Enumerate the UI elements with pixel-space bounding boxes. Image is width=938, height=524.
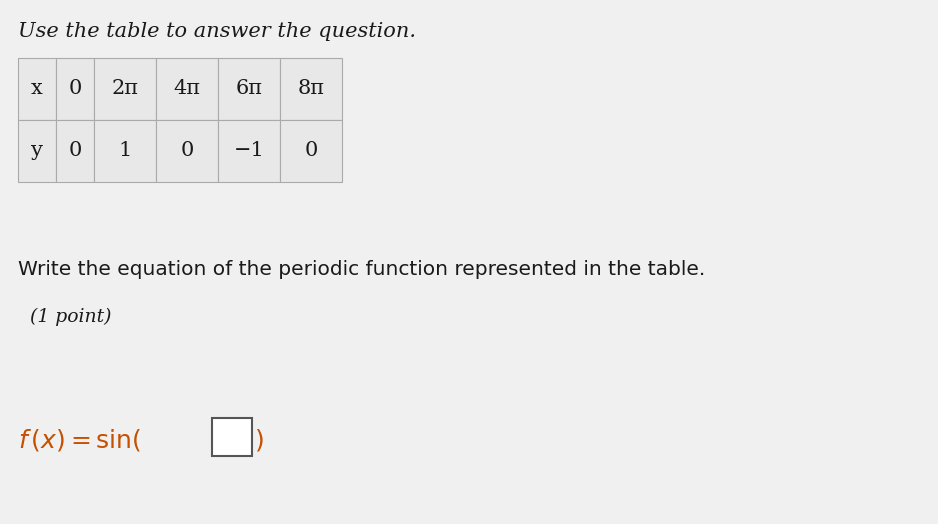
Bar	[94, 58, 156, 120]
Text: Use the table to answer the question.: Use the table to answer the question.	[18, 22, 416, 41]
Bar	[18, 120, 56, 182]
Text: 0: 0	[304, 141, 318, 160]
Text: 0: 0	[68, 80, 82, 99]
Text: y: y	[31, 141, 43, 160]
Text: $f\,(x) = \sin($: $f\,(x) = \sin($	[18, 427, 142, 453]
Bar	[56, 120, 94, 182]
Text: 0: 0	[68, 141, 82, 160]
Bar	[156, 58, 218, 120]
Bar	[280, 58, 342, 120]
FancyBboxPatch shape	[212, 418, 252, 456]
Text: x: x	[31, 80, 43, 99]
Text: Write the equation of the periodic function represented in the table.: Write the equation of the periodic funct…	[18, 260, 705, 279]
Text: 6π: 6π	[235, 80, 263, 99]
Text: 8π: 8π	[297, 80, 325, 99]
Text: −1: −1	[234, 141, 265, 160]
Bar	[218, 58, 280, 120]
Bar	[218, 120, 280, 182]
Text: 0: 0	[180, 141, 193, 160]
Text: $)$: $)$	[254, 427, 264, 453]
Bar	[280, 120, 342, 182]
Bar	[18, 58, 56, 120]
Bar	[156, 120, 218, 182]
Text: (1 point): (1 point)	[30, 308, 112, 326]
Text: 2π: 2π	[112, 80, 139, 99]
Bar	[94, 120, 156, 182]
Text: 4π: 4π	[174, 80, 201, 99]
Text: 1: 1	[118, 141, 131, 160]
Bar	[56, 58, 94, 120]
